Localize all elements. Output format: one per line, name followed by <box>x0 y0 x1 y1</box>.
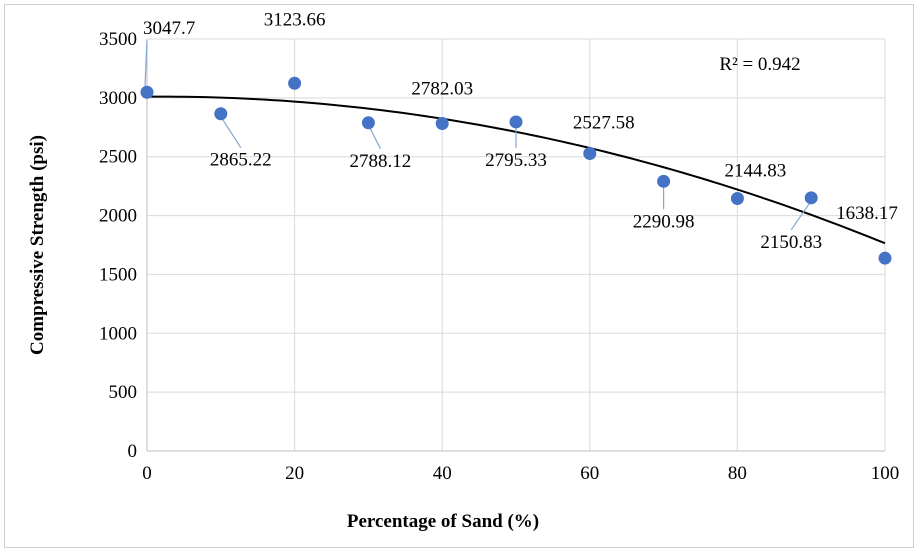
data-label: 2150.83 <box>760 232 822 253</box>
y-tick-label: 1000 <box>99 323 137 344</box>
data-point <box>804 191 818 205</box>
data-point <box>730 192 744 206</box>
x-tick-label: 0 <box>142 463 152 484</box>
axes <box>146 39 885 452</box>
data-points <box>140 76 892 265</box>
data-label: 2527.58 <box>573 112 635 133</box>
chart-frame: 3047.7 2865.22 3123.66 2788.12 2782.03 2795.3… <box>4 4 914 548</box>
data-label: 2795.33 <box>485 150 547 171</box>
y-tick-label: 0 <box>128 441 138 462</box>
y-tick-label: 2000 <box>99 206 137 227</box>
y-tick-label: 3000 <box>99 88 137 109</box>
data-label: 2788.12 <box>350 151 412 172</box>
y-axis-title: Compressive Strength (psi) <box>27 135 48 355</box>
data-point <box>509 115 523 129</box>
gridlines <box>147 38 886 451</box>
y-tick-label: 3500 <box>99 29 137 50</box>
data-label: 2782.03 <box>411 79 473 100</box>
y-tick-label: 2500 <box>99 147 137 168</box>
data-point <box>214 107 228 121</box>
data-label-leader <box>144 40 148 87</box>
data-label: 3047.7 <box>143 18 195 39</box>
data-label-leader <box>790 203 810 231</box>
x-tick-label: 80 <box>728 463 747 484</box>
x-tick-label: 60 <box>580 463 599 484</box>
y-tick-label: 1500 <box>99 264 137 285</box>
data-label: 2865.22 <box>210 150 272 171</box>
data-point <box>878 251 892 265</box>
data-point <box>288 76 302 90</box>
data-point <box>361 116 375 130</box>
y-tick-label: 500 <box>109 382 138 403</box>
r-squared-label: R² = 0.942 <box>719 54 800 75</box>
x-axis-title: Percentage of Sand (%) <box>347 511 539 532</box>
x-tick-label: 100 <box>871 463 900 484</box>
data-label-leader <box>222 119 242 149</box>
data-label: 3123.66 <box>264 9 326 30</box>
x-tick-label: 20 <box>285 463 304 484</box>
data-label: 2144.83 <box>725 161 787 182</box>
data-point <box>435 117 449 131</box>
scatter-chart: 3047.7 2865.22 3123.66 2788.12 2782.03 2795.3… <box>27 9 899 532</box>
data-point <box>140 85 154 99</box>
data-label: 2290.98 <box>633 211 695 232</box>
data-label-leader <box>369 128 381 150</box>
data-label: 1638.17 <box>836 203 898 224</box>
x-tick-label: 40 <box>433 463 452 484</box>
data-labels: 3047.7 2865.22 3123.66 2788.12 2782.03 2795.3… <box>143 9 898 253</box>
data-point <box>583 146 597 160</box>
data-point <box>657 174 671 188</box>
leader-lines <box>144 40 810 231</box>
